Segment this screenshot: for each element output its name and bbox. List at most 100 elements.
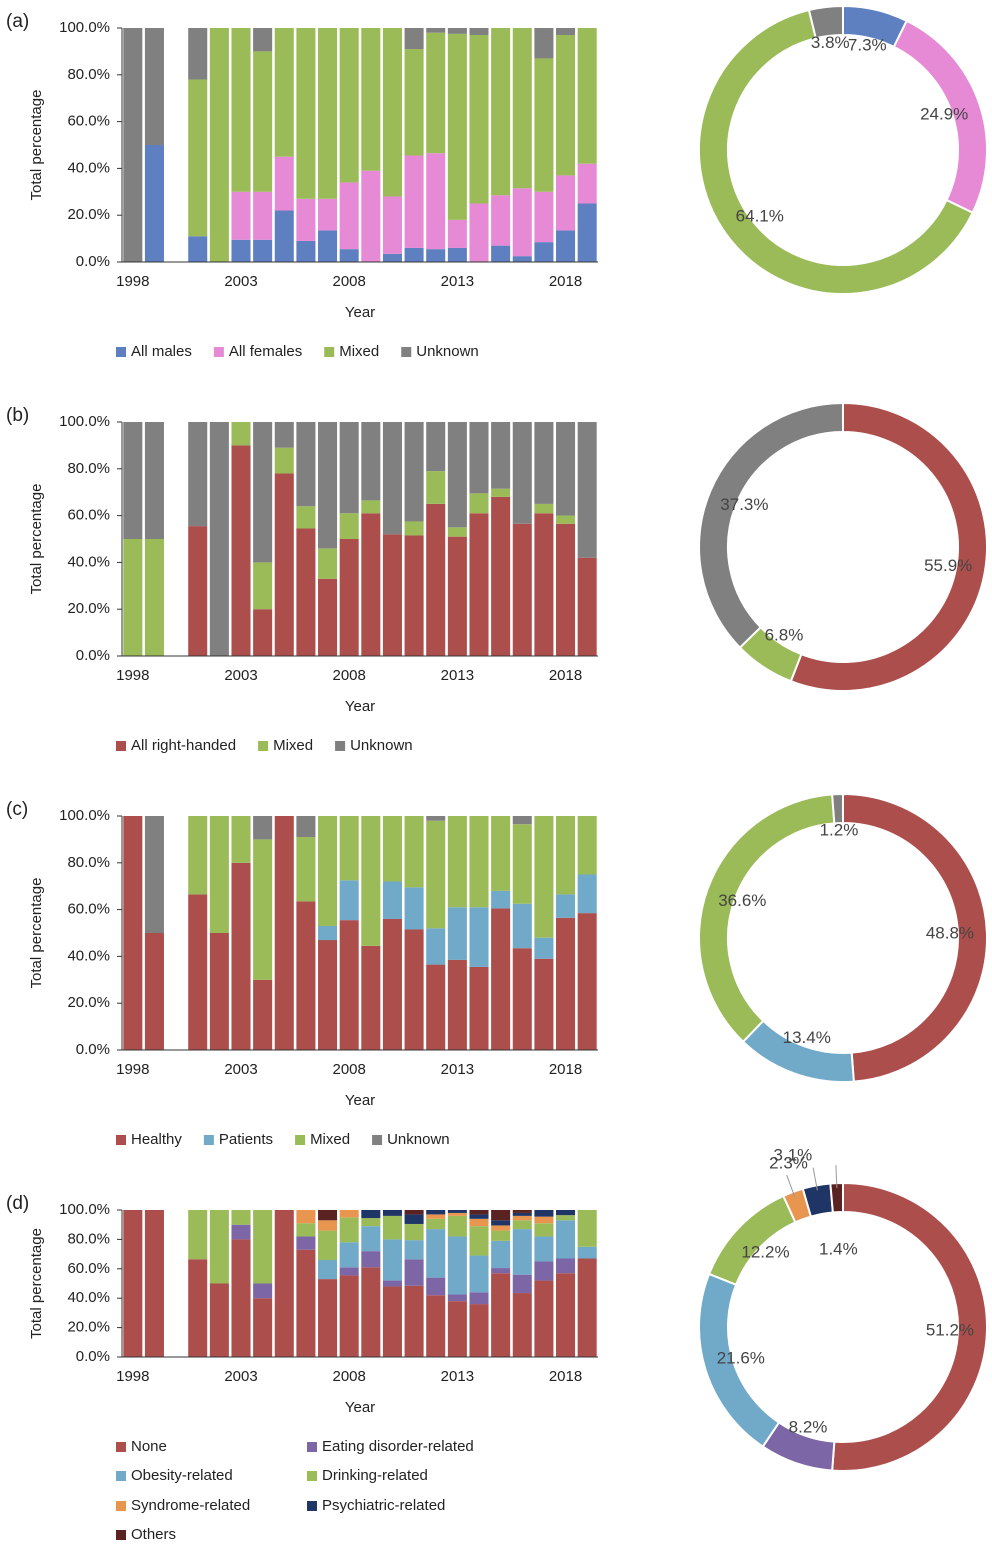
bar-segment — [556, 917, 576, 1050]
y-axis-title: Total percentage — [28, 90, 45, 201]
legend-label: Eating disorder-related — [322, 1438, 474, 1455]
legend-swatch — [401, 347, 412, 357]
bar-segment — [382, 1286, 402, 1357]
bar-segment — [253, 979, 273, 1050]
bar-segment — [296, 422, 316, 507]
bar-segment — [556, 816, 576, 895]
bar-segment — [534, 191, 554, 243]
bar-segment — [188, 894, 208, 1050]
bar-segment — [339, 920, 359, 1050]
bar-segment — [426, 1295, 446, 1357]
bar-segment — [188, 526, 208, 656]
bar-segment — [556, 175, 576, 231]
bar-segment — [339, 422, 359, 514]
bar-segment — [209, 933, 229, 1050]
bar-segment — [469, 1218, 489, 1227]
bar-segment — [253, 422, 273, 563]
bar-segment — [123, 816, 143, 1050]
y-tick-label: 60.0% — [67, 113, 110, 130]
bar-segment — [253, 1283, 273, 1299]
bar-segment — [447, 1301, 467, 1357]
bar-segment — [556, 1273, 576, 1357]
bar-segment — [556, 515, 576, 524]
bar-segment — [512, 1210, 532, 1213]
bar-segment — [382, 253, 402, 262]
bar-segment — [534, 242, 554, 262]
bar-chart: (c) 0.0% 20.0% 40.0% 60.0% 80.0% 100.0% Total p… — [6, 799, 598, 1148]
bar-segment — [339, 1242, 359, 1268]
bar-segment — [512, 422, 532, 524]
bar-segment — [274, 447, 294, 474]
legend-swatch — [116, 1442, 126, 1452]
donut-chart: 55.9% 6.8% 37.3% — [698, 401, 988, 692]
pie-value-label: 55.9% — [924, 556, 972, 575]
bar-segment — [231, 28, 251, 192]
legend-label: All right-handed — [131, 737, 236, 754]
legend-label: Obesity-related — [131, 1467, 233, 1484]
donut-chart: 7.3% 24.9% 64.1% 3.8% — [698, 4, 988, 295]
donut-slice — [807, 4, 844, 40]
bar-segment — [404, 1223, 424, 1241]
legend-swatch — [213, 347, 224, 357]
bar-segment — [577, 874, 597, 914]
x-tick-label: 1998 — [116, 1061, 149, 1078]
bar-segment — [469, 816, 489, 908]
bar-segment — [231, 1224, 251, 1240]
x-tick-label: 2003 — [224, 667, 257, 684]
donut-chart: 51.2% 8.2% 21.6% 12.2% 2.3%3.1% 1.4% — [698, 1145, 989, 1472]
bar-segment — [274, 156, 294, 211]
bar-segment — [556, 1215, 576, 1221]
bar-segment — [556, 523, 576, 656]
legend-label: Unknown — [416, 343, 479, 360]
bar-segment — [296, 901, 316, 1050]
bar-segment — [144, 422, 164, 539]
bar-segment — [144, 816, 164, 933]
bar-segment — [447, 1210, 467, 1213]
bar-segment — [361, 1210, 381, 1219]
pie-value-label: 48.8% — [926, 923, 974, 942]
bar-segment — [188, 236, 208, 262]
legend-label: Unknown — [350, 737, 413, 754]
x-tick-label: 2018 — [549, 273, 582, 290]
y-tick-label: 0.0% — [76, 1348, 110, 1365]
bar-segment — [577, 1258, 597, 1357]
bar-segment — [469, 1292, 489, 1305]
bar-segment — [296, 506, 316, 529]
donut-slice — [842, 792, 988, 1083]
bar-segment — [253, 562, 273, 610]
bar-segment — [296, 1236, 316, 1250]
bar-segment — [209, 422, 229, 656]
bar-segment — [318, 422, 338, 549]
y-tick-label: 100.0% — [59, 19, 110, 36]
bar-segment — [188, 1210, 208, 1260]
bar-segment — [231, 1210, 251, 1225]
bar-segment — [447, 816, 467, 908]
bar-segment — [469, 422, 489, 494]
bar-segment — [512, 824, 532, 904]
bar-segment — [534, 958, 554, 1050]
bar-segment — [469, 966, 489, 1050]
legend-swatch — [116, 1530, 126, 1540]
bar-segment — [447, 1215, 467, 1237]
bar-segment — [491, 890, 511, 909]
bar-segment — [491, 1210, 511, 1221]
legend-swatch — [307, 1501, 317, 1511]
bar-segment — [144, 28, 164, 145]
bar-segment — [577, 163, 597, 204]
legend-label: None — [131, 1438, 167, 1455]
legend-swatch — [258, 741, 269, 751]
donut-slice — [698, 793, 836, 1044]
pie-value-label: 21.6% — [717, 1348, 765, 1367]
x-tick-label: 2013 — [441, 1368, 474, 1385]
bar-segment — [382, 1210, 402, 1216]
x-tick-label: 2008 — [332, 273, 365, 290]
y-axis-title: Total percentage — [28, 1228, 45, 1339]
x-tick-label: 2013 — [441, 667, 474, 684]
pie-value-label: 37.3% — [720, 495, 768, 514]
bar-segment — [534, 937, 554, 959]
y-tick-label: 100.0% — [59, 1201, 110, 1218]
bar-segment — [382, 196, 402, 254]
bar-segment — [404, 1240, 424, 1260]
bar-segment — [426, 1214, 446, 1219]
panel-label: (b) — [6, 405, 29, 426]
